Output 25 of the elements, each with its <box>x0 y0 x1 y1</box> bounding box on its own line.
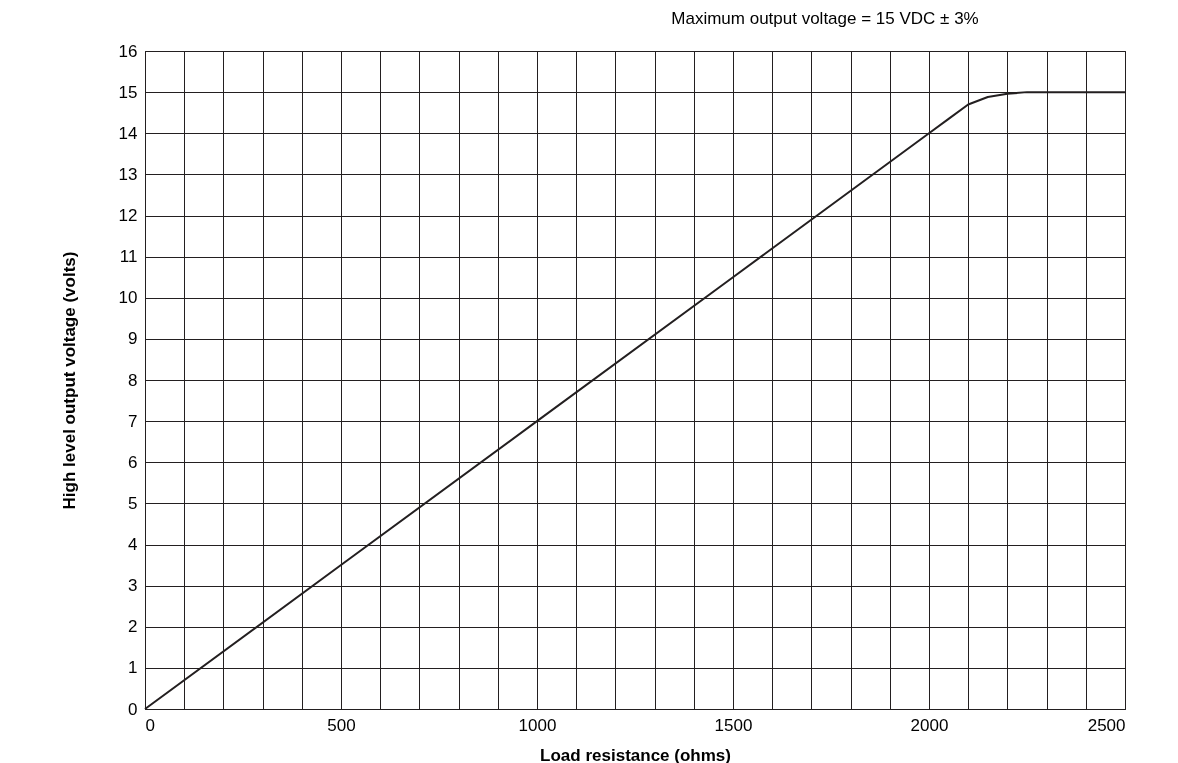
y-tick-label: 5 <box>128 493 138 513</box>
y-tick-label: 13 <box>118 164 138 184</box>
chart-title: Maximum output voltage = 15 VDC ± 3% <box>671 9 979 28</box>
x-tick-label: 2000 <box>910 715 949 735</box>
x-tick-label: 2500 <box>1087 715 1126 735</box>
y-tick-label: 16 <box>118 41 138 61</box>
y-tick-label: 4 <box>128 535 138 554</box>
y-tick-label: 7 <box>128 411 138 431</box>
x-tick-label: 1000 <box>518 715 557 735</box>
y-tick-label: 11 <box>119 247 138 267</box>
y-tick-label: 8 <box>128 370 138 390</box>
y-tick-label: 2 <box>128 617 138 637</box>
y-tick-label: 15 <box>118 82 138 102</box>
x-tick-label: 0 <box>145 715 155 735</box>
y-tick-label: 12 <box>118 206 138 225</box>
y-tick-label: 10 <box>118 288 138 308</box>
x-tick-label: 1500 <box>714 715 753 735</box>
y-tick-label: 14 <box>118 123 138 143</box>
y-tick-label: 9 <box>128 329 138 349</box>
y-tick-label: 6 <box>128 452 138 472</box>
y-axis-title: High level output voltage (volts) <box>59 251 79 510</box>
y-tick-label: 0 <box>128 699 138 719</box>
y-tick-label: 3 <box>128 576 138 596</box>
y-tick-label: 1 <box>128 658 138 678</box>
x-tick-label: 500 <box>327 715 356 735</box>
